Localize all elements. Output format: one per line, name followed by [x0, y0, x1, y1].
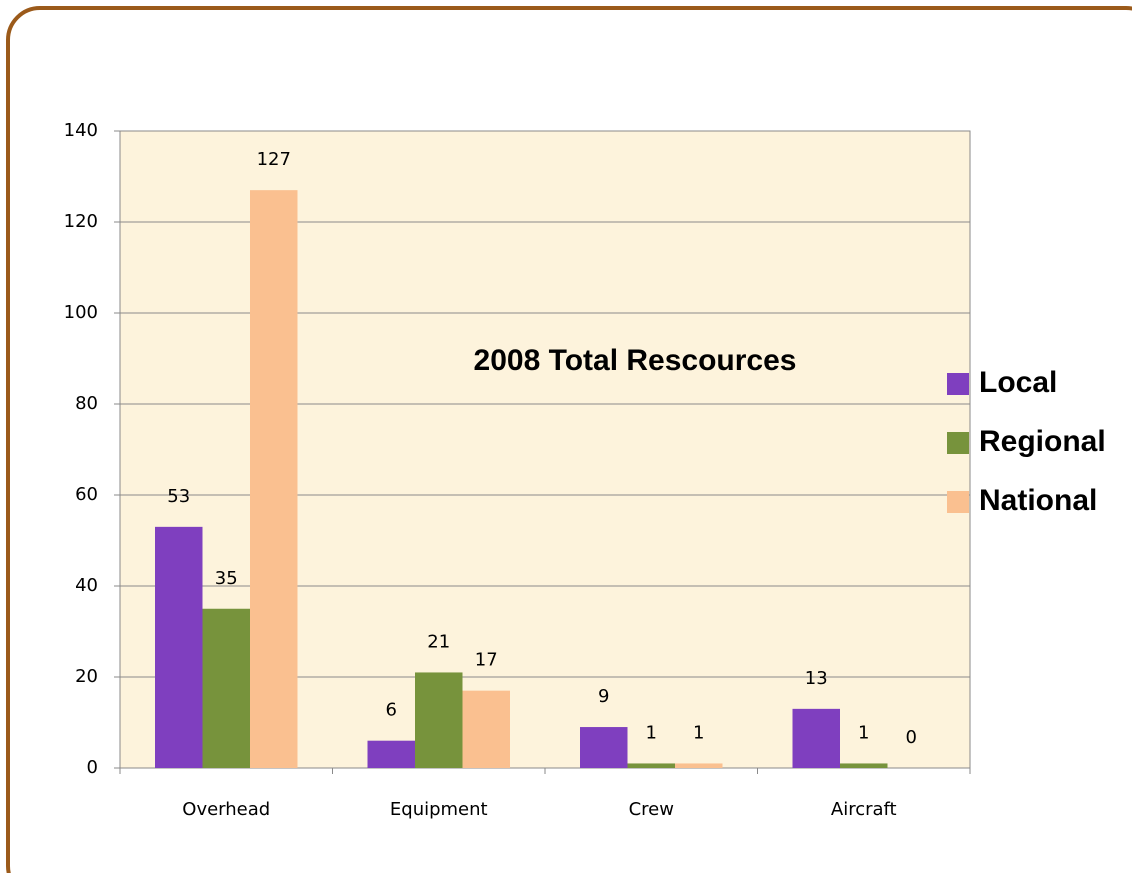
- y-tick-label: 0: [87, 757, 98, 778]
- data-label: 1: [646, 722, 657, 743]
- bar: [675, 763, 723, 768]
- bar: [415, 672, 463, 768]
- x-tick-label: Aircraft: [831, 799, 897, 820]
- data-label: 127: [257, 149, 291, 170]
- bar: [840, 763, 888, 768]
- data-label: 21: [427, 631, 450, 652]
- data-label: 1: [693, 722, 704, 743]
- data-label: 1: [858, 722, 869, 743]
- x-tick-label: Crew: [629, 799, 674, 820]
- y-tick-label: 100: [64, 302, 98, 323]
- legend-label: Local: [979, 366, 1057, 399]
- bar: [202, 608, 250, 768]
- x-tick-label: Equipment: [390, 799, 488, 820]
- bar: [580, 727, 628, 768]
- data-label: 9: [598, 686, 609, 707]
- legend-swatch: [947, 373, 969, 395]
- y-tick-label: 60: [75, 484, 98, 505]
- legend-label: Regional: [979, 425, 1106, 458]
- bar: [627, 763, 675, 768]
- data-label: 35: [215, 568, 238, 589]
- bar: [250, 190, 298, 768]
- bar: [367, 740, 415, 768]
- data-label: 6: [386, 700, 397, 721]
- data-label: 17: [475, 650, 498, 671]
- x-tick-label: Overhead: [182, 799, 270, 820]
- chart-title: 2008 Total Rescources: [474, 344, 797, 377]
- y-tick-label: 20: [75, 666, 98, 687]
- bar: [792, 708, 840, 768]
- y-tick-label: 40: [75, 575, 98, 596]
- y-tick-label: 140: [64, 120, 98, 141]
- bar: [155, 526, 203, 768]
- chart-layer: 020406080100120140Overhead5335127Equipme…: [64, 120, 1106, 820]
- legend-swatch: [947, 491, 969, 513]
- legend-swatch: [947, 432, 969, 454]
- y-tick-label: 120: [64, 211, 98, 232]
- y-tick-label: 80: [75, 393, 98, 414]
- data-label: 0: [906, 727, 917, 748]
- data-label: 13: [805, 668, 828, 689]
- legend-label: National: [979, 484, 1097, 517]
- data-label: 53: [167, 486, 190, 507]
- bar: [462, 690, 510, 768]
